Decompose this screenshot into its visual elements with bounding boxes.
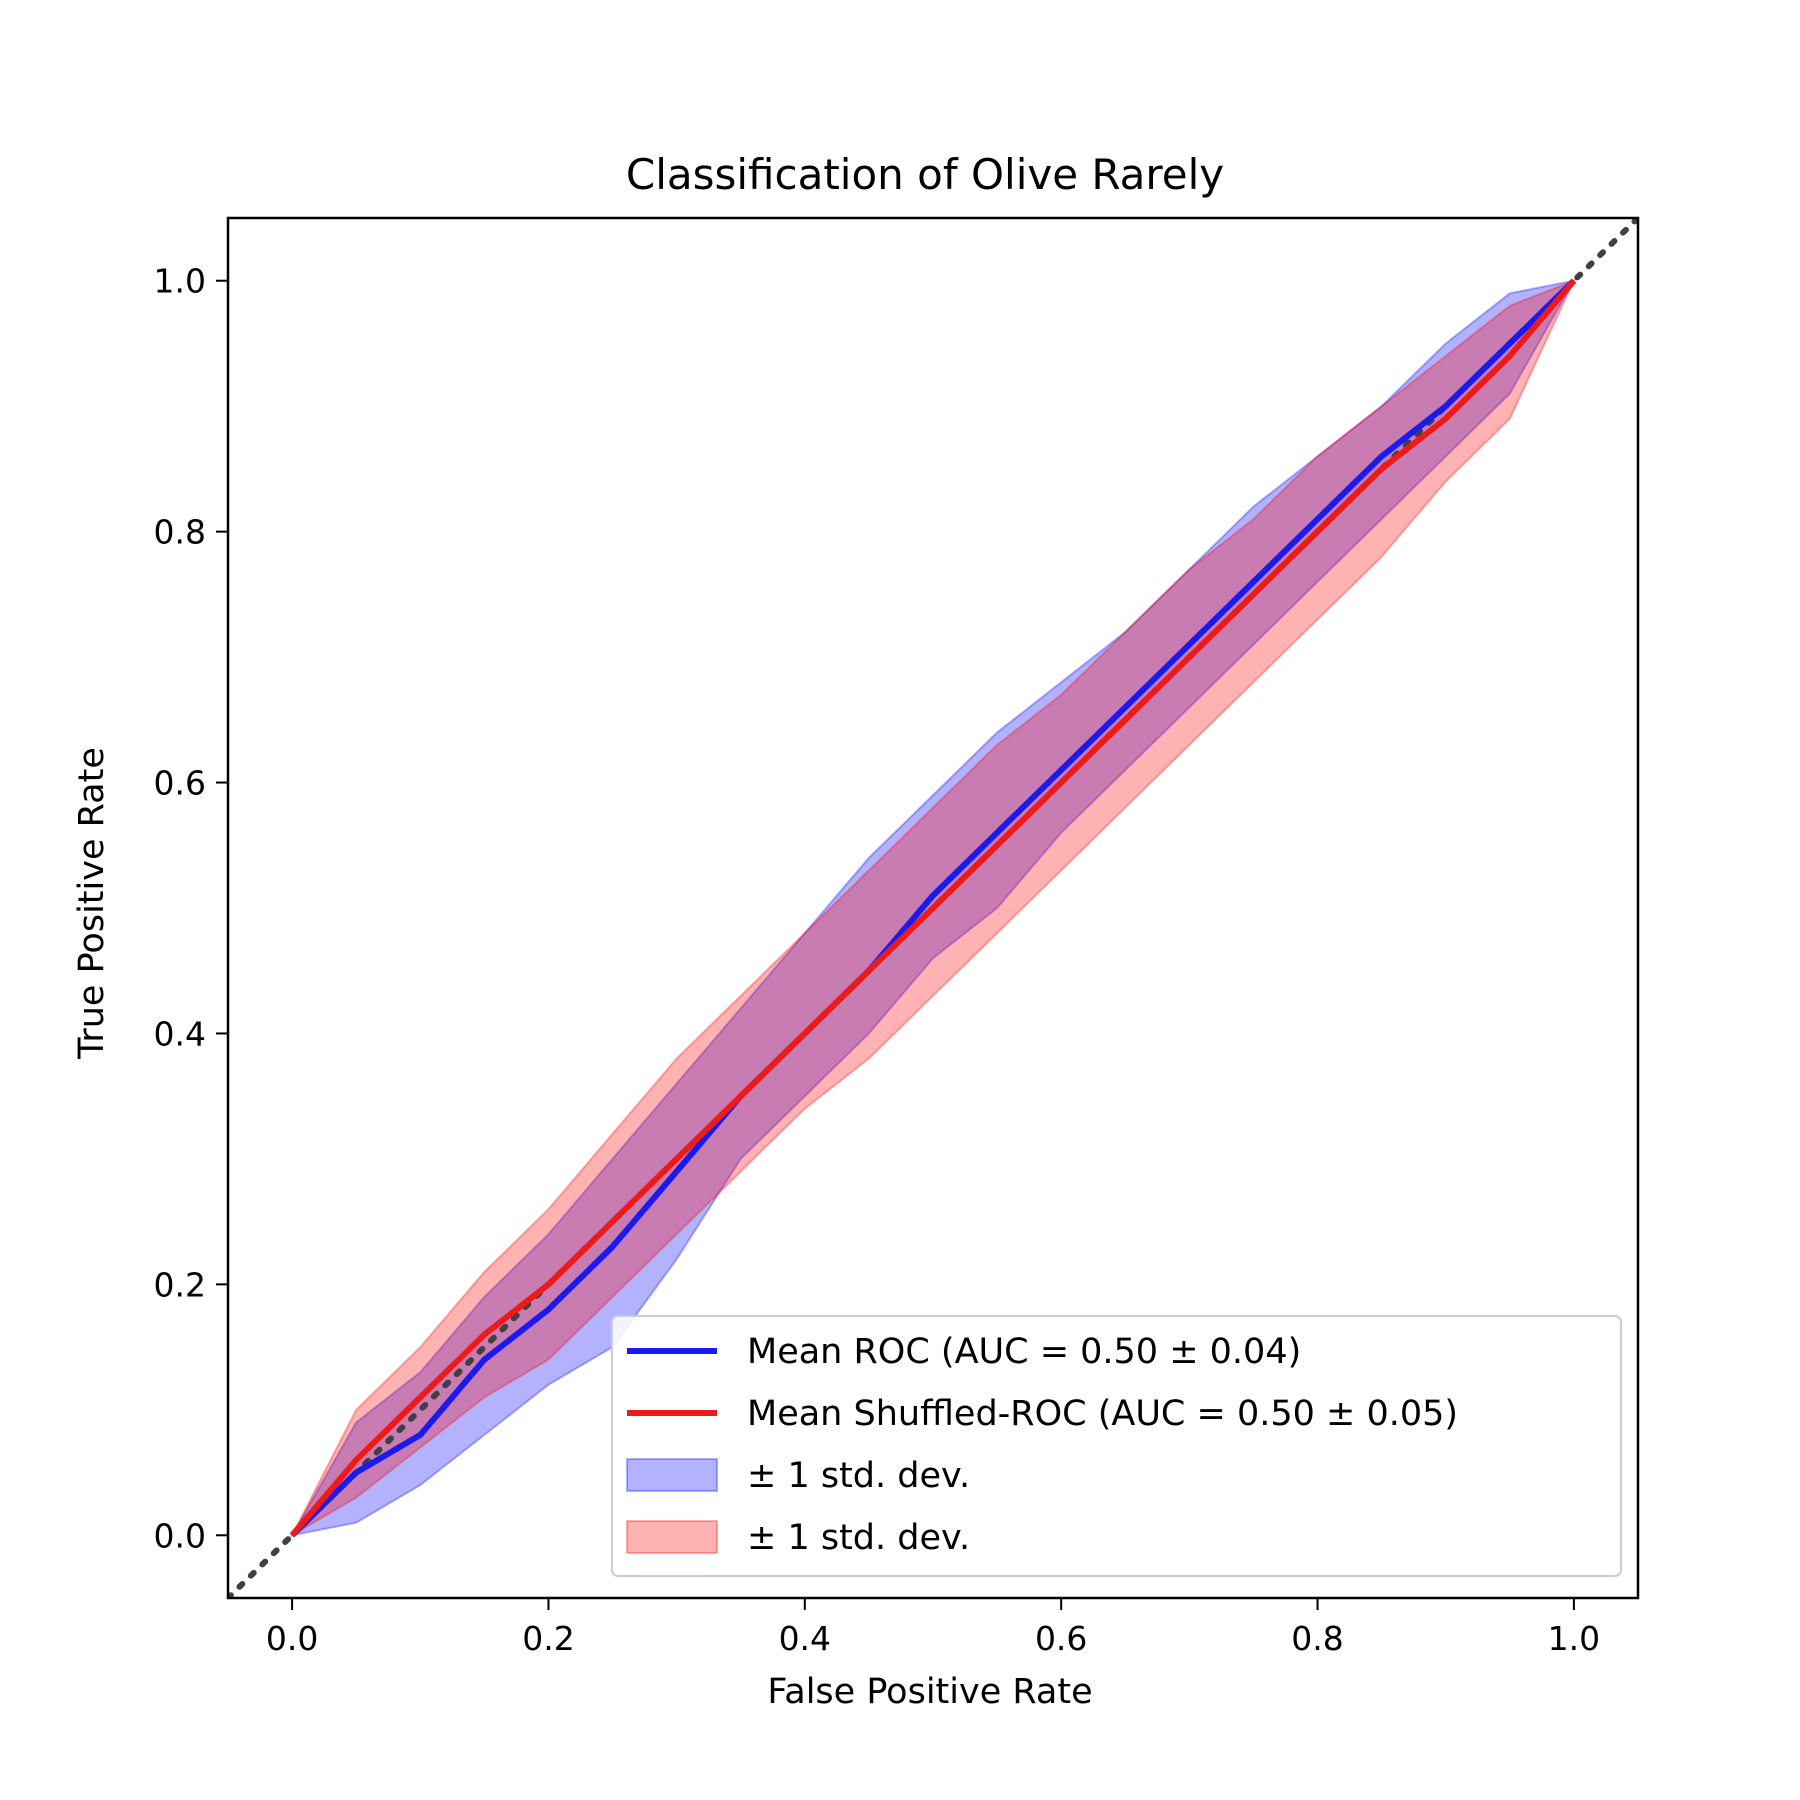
x-axis-label: False Positive Rate — [767, 1672, 1092, 1712]
legend-box — [611, 1315, 1622, 1577]
legend-label: ± 1 std. dev. — [747, 1518, 970, 1558]
x-tick-label: 0.6 — [1035, 1619, 1087, 1658]
legend-label: ± 1 std. dev. — [747, 1456, 970, 1496]
y-tick-label: 0.2 — [154, 1265, 206, 1304]
legend-entry-series-2: Mean Shuffled-ROC (AUC = 0.50 ± 0.05) — [627, 1394, 1458, 1434]
x-tick-label: 0.8 — [1291, 1619, 1343, 1658]
series-line-1 — [290, 278, 1576, 1538]
y-tick-label: 0.4 — [154, 1014, 206, 1053]
legend-label: Mean ROC (AUC = 0.50 ± 0.04) — [747, 1332, 1301, 1372]
plot-area — [228, 218, 1638, 1598]
axes-ticks: 0.0 0.2 0.4 0.6 0.8 1.0 0.0 0.2 0.4 0.6 0.8 1.0 — [154, 216, 1640, 1658]
y-tick-label: 0.0 — [154, 1516, 206, 1555]
y-tick-label: 0.8 — [154, 513, 206, 552]
x-tick-label: 0.2 — [522, 1619, 574, 1658]
legend-label: Mean Shuffled-ROC (AUC = 0.50 ± 0.05) — [747, 1394, 1458, 1434]
series-line-2 — [289, 278, 1577, 1538]
chart-title: Classification of Olive Rarely — [626, 150, 1224, 199]
legend: Mean ROC (AUC = 0.50 ± 0.04) Mean Shuffle… — [611, 1315, 1622, 1577]
x-tick-label: 1.0 — [1548, 1619, 1600, 1658]
y-tick-label: 0.6 — [154, 764, 206, 803]
legend-entry-band-2: ± 1 std. dev. — [626, 1518, 970, 1558]
y-axis-label: True Positive Rate — [72, 747, 112, 1060]
legend-patch-swatch — [626, 1458, 718, 1492]
axes-frame — [226, 216, 1640, 1600]
y-tick-label: 1.0 — [154, 262, 206, 301]
x-tick-label: 0.0 — [266, 1619, 318, 1658]
x-tick-label: 0.4 — [779, 1619, 831, 1658]
legend-patch-swatch — [626, 1520, 718, 1554]
legend-entry-band-1: ± 1 std. dev. — [626, 1456, 970, 1496]
legend-entry-series-1: Mean ROC (AUC = 0.50 ± 0.04) — [627, 1332, 1301, 1372]
